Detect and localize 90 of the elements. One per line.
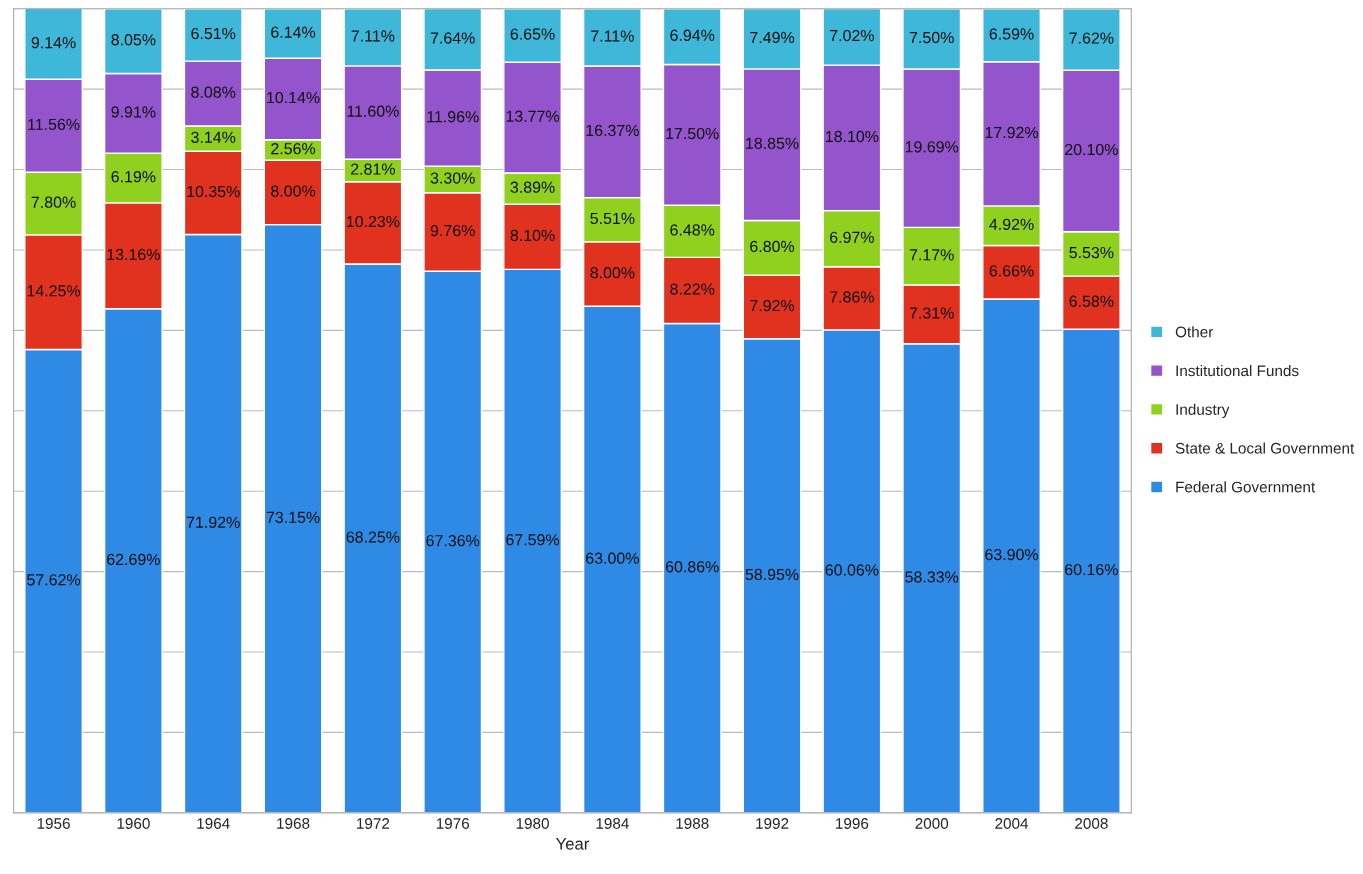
data-label: 57.62% xyxy=(27,574,81,586)
data-label: 8.22% xyxy=(670,283,715,295)
data-label: 58.95% xyxy=(745,568,799,581)
data-label: 19.69% xyxy=(905,141,959,153)
data-label: 10.23% xyxy=(347,215,400,228)
data-label: 11.96% xyxy=(427,111,479,123)
x-tick-label: 1960 xyxy=(117,818,150,829)
x-tick-label: 1992 xyxy=(756,818,789,829)
data-label: 13.77% xyxy=(506,110,560,122)
data-label: 17.92% xyxy=(985,126,1039,139)
data-label: 10.35% xyxy=(187,185,240,198)
x-tick-label: 1996 xyxy=(836,818,869,829)
data-label: 13.16% xyxy=(107,248,160,261)
data-label: 68.25% xyxy=(346,531,400,543)
x-tick-label: 1984 xyxy=(596,818,629,829)
data-label: 60.86% xyxy=(665,561,719,573)
data-label: 9.14% xyxy=(31,36,76,49)
data-label: 6.48% xyxy=(670,224,715,236)
data-label: 67.36% xyxy=(426,534,480,547)
data-label: 5.53% xyxy=(1069,246,1114,259)
data-label: 8.00% xyxy=(271,185,316,197)
x-tick-label: 2004 xyxy=(995,818,1029,829)
data-label: 63.90% xyxy=(985,548,1039,561)
data-label: 60.06% xyxy=(825,564,879,576)
data-label: 14.25% xyxy=(27,285,81,297)
x-tick-label: 1964 xyxy=(197,818,230,829)
data-label: 7.31% xyxy=(909,307,954,319)
legend-label: State & Local Government xyxy=(1175,442,1355,454)
data-label: 6.59% xyxy=(989,28,1034,40)
x-tick-label: 2000 xyxy=(915,818,949,829)
legend-label: Other xyxy=(1175,326,1214,338)
data-label: 6.66% xyxy=(989,265,1034,277)
x-tick-label: 1956 xyxy=(37,818,70,829)
data-label: 3.89% xyxy=(510,181,555,193)
x-tick-label: 1988 xyxy=(676,818,709,829)
data-label: 2.56% xyxy=(271,142,316,155)
data-label: 7.64% xyxy=(430,32,475,44)
x-tick-label: 1980 xyxy=(516,818,549,829)
data-label: 8.10% xyxy=(510,229,555,242)
legend-label: Industry xyxy=(1176,403,1230,418)
data-label: 6.94% xyxy=(670,29,715,41)
data-label: 11.60% xyxy=(347,105,399,117)
data-label: 6.14% xyxy=(271,26,316,38)
data-label: 6.65% xyxy=(510,28,555,40)
legend-label: Federal Government xyxy=(1176,481,1316,493)
data-label: 67.59% xyxy=(506,534,560,546)
data-label: 62.69% xyxy=(107,553,160,566)
data-label: 7.11% xyxy=(351,30,395,42)
data-label: 7.49% xyxy=(750,31,795,44)
data-label: 7.80% xyxy=(31,196,76,208)
data-label: 8.05% xyxy=(111,34,156,46)
data-label: 71.92% xyxy=(186,516,240,528)
data-label: 18.10% xyxy=(826,130,879,143)
data-label: 8.08% xyxy=(191,86,236,98)
data-label: 7.02% xyxy=(830,29,874,42)
x-tick-label: 1972 xyxy=(357,818,390,829)
data-label: 3.14% xyxy=(191,131,236,143)
legend-label: Institutional Funds xyxy=(1176,364,1299,377)
data-label: 7.11% xyxy=(591,30,634,42)
data-label: 6.51% xyxy=(191,27,236,40)
data-label: 10.14% xyxy=(267,91,320,104)
data-label: 6.19% xyxy=(111,171,156,183)
x-tick-label: 1968 xyxy=(277,818,310,829)
data-label: 7.92% xyxy=(750,299,795,312)
data-label: 63.00% xyxy=(586,552,639,564)
data-label: 6.80% xyxy=(750,240,795,253)
data-label: 20.10% xyxy=(1065,143,1118,156)
data-label: 9.91% xyxy=(111,106,156,118)
x-tick-label: 2008 xyxy=(1075,818,1108,829)
data-label: 7.50% xyxy=(909,31,954,44)
data-label: 6.97% xyxy=(830,231,874,243)
data-label: 7.62% xyxy=(1069,32,1114,44)
data-label: 17.50% xyxy=(666,127,719,140)
data-label: 58.33% xyxy=(905,571,959,583)
data-label: 2.81% xyxy=(351,163,395,175)
data-label: 6.58% xyxy=(1069,295,1114,307)
x-tick-label: 1976 xyxy=(436,818,470,829)
data-label: 18.85% xyxy=(746,137,799,149)
data-label: 7.17% xyxy=(909,249,954,261)
data-label: 9.76% xyxy=(430,224,475,237)
data-label: 73.15% xyxy=(266,511,320,524)
x-axis-title: Year xyxy=(555,838,590,850)
data-label: 16.37% xyxy=(586,124,639,137)
data-label: 8.00% xyxy=(590,267,635,279)
data-label: 4.92% xyxy=(989,218,1034,230)
data-label: 5.51% xyxy=(590,212,635,225)
data-label: 11.56% xyxy=(28,118,80,131)
data-label: 7.86% xyxy=(830,291,874,303)
data-label: 60.16% xyxy=(1065,563,1118,576)
data-label: 3.30% xyxy=(430,172,475,184)
